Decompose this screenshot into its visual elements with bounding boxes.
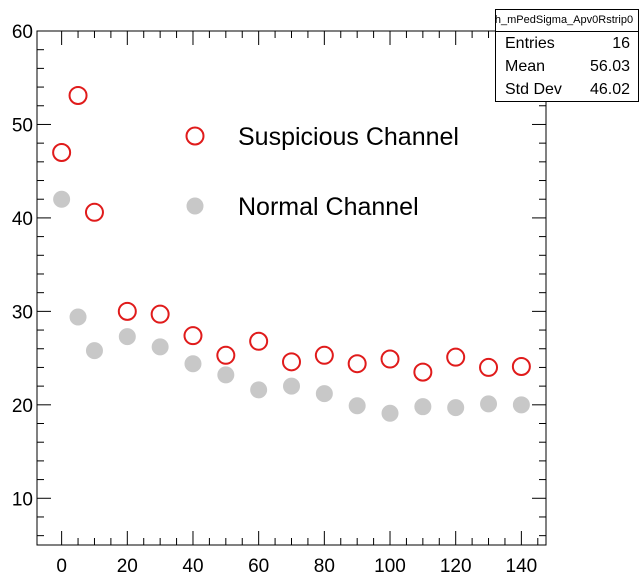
x-tick-label: 0 bbox=[56, 556, 67, 577]
legend-label: Normal Channel bbox=[238, 193, 419, 221]
data-point bbox=[69, 308, 87, 326]
stats-row-mean: Mean 56.03 bbox=[496, 55, 638, 78]
legend: Suspicious Channel Normal Channel bbox=[185, 123, 459, 221]
plot-frame bbox=[36, 30, 547, 546]
data-point bbox=[380, 349, 400, 369]
stats-value-mean: 56.03 bbox=[589, 58, 630, 75]
data-point bbox=[249, 331, 269, 351]
stats-box-title: h_mPedSigma_Apv0Rstrip0 bbox=[496, 10, 638, 32]
x-tick-label: 60 bbox=[248, 556, 269, 577]
data-markers bbox=[52, 85, 531, 422]
data-point bbox=[52, 142, 72, 162]
y-tick-label: 10 bbox=[12, 489, 33, 510]
data-point bbox=[151, 338, 169, 356]
y-tick-label: 30 bbox=[12, 302, 33, 323]
data-point bbox=[479, 357, 499, 377]
data-point bbox=[216, 345, 236, 365]
x-tick-label: 40 bbox=[182, 556, 203, 577]
data-point bbox=[413, 362, 433, 382]
data-point bbox=[315, 385, 333, 403]
stats-value-std-dev: 46.02 bbox=[589, 81, 630, 98]
stats-value-entries: 16 bbox=[612, 35, 630, 52]
data-point bbox=[217, 366, 235, 384]
plot-axes bbox=[36, 30, 547, 546]
stats-row-entries: Entries 16 bbox=[496, 32, 638, 55]
data-point bbox=[347, 354, 367, 374]
data-point bbox=[118, 328, 136, 346]
data-point bbox=[53, 190, 71, 208]
data-point bbox=[446, 347, 466, 367]
data-point bbox=[381, 404, 399, 422]
y-tick-label: 40 bbox=[12, 209, 33, 230]
stats-box: h_mPedSigma_Apv0Rstrip0 Entries 16 Mean … bbox=[495, 9, 639, 102]
legend-label: Suspicious Channel bbox=[238, 123, 459, 151]
data-point bbox=[84, 202, 104, 222]
x-tick-label: 20 bbox=[117, 556, 138, 577]
data-point bbox=[282, 352, 301, 372]
x-tick-label: 120 bbox=[440, 556, 472, 577]
data-point bbox=[183, 326, 203, 346]
x-tick-label: 100 bbox=[374, 556, 406, 577]
data-point bbox=[150, 304, 170, 324]
stats-label-entries: Entries bbox=[505, 35, 555, 52]
data-point bbox=[348, 397, 366, 415]
data-point bbox=[250, 381, 268, 399]
data-point bbox=[117, 301, 137, 321]
data-point bbox=[85, 342, 103, 360]
data-point bbox=[283, 377, 300, 395]
data-point bbox=[511, 357, 531, 377]
data-point bbox=[314, 345, 334, 365]
x-tick-label: 140 bbox=[506, 556, 538, 577]
data-point bbox=[480, 395, 498, 413]
y-tick-label: 20 bbox=[12, 396, 33, 417]
y-tick-label: 60 bbox=[12, 22, 33, 43]
axis-tick-labels: 0 20 40 60 80 100 120 140 10 20 30 40 50 60 bbox=[12, 22, 537, 577]
stats-row-std-dev: Std Dev 46.02 bbox=[496, 78, 638, 101]
x-tick-label: 80 bbox=[314, 556, 335, 577]
y-tick-label: 50 bbox=[12, 115, 33, 136]
stats-label-std-dev: Std Dev bbox=[505, 81, 562, 98]
data-point bbox=[68, 85, 88, 105]
data-point bbox=[184, 355, 202, 373]
legend-marker bbox=[185, 126, 205, 146]
axis-ticks bbox=[37, 30, 546, 545]
legend-marker bbox=[186, 197, 204, 215]
data-point bbox=[414, 398, 432, 416]
data-point bbox=[447, 399, 465, 417]
data-point bbox=[512, 396, 530, 414]
stats-label-mean: Mean bbox=[505, 58, 546, 75]
